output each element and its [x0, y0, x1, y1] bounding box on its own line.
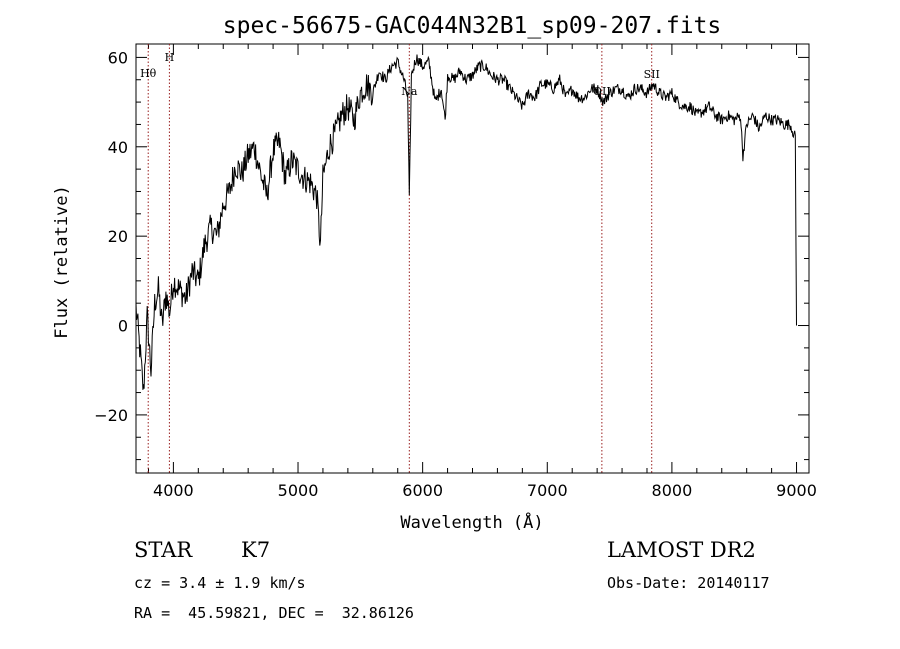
- y-tick-label: 0: [118, 317, 128, 336]
- line-marker-label: Na: [401, 85, 418, 98]
- y-tick-label: −20: [94, 406, 128, 425]
- y-axis-label: Flux (relative): [52, 185, 72, 339]
- x-tick-labels: 4000 5000 6000 7000 8000 9000: [153, 481, 817, 500]
- spectrum-line: [135, 54, 797, 390]
- x-axis-label: Wavelength (Å): [400, 511, 543, 533]
- survey-name: LAMOST DR2: [607, 538, 756, 562]
- chart-title: spec-56675-GAC044N32B1_sp09-207.fits: [223, 13, 722, 39]
- object-type: STAR: [134, 538, 193, 562]
- line-marker-label: H: [165, 51, 175, 64]
- plot-frame: [135, 43, 810, 474]
- line-marker-label: Hθ: [140, 67, 157, 80]
- y-tick-label: 40: [108, 138, 128, 157]
- y-tick-label: 20: [108, 227, 128, 246]
- x-tick-label: 7000: [527, 481, 568, 500]
- coordinates: RA = 45.59821, DEC = 32.86126: [134, 604, 414, 622]
- obs-date: Obs-Date: 20140117: [607, 574, 770, 592]
- redshift-cz: cz = 3.4 ± 1.9 km/s: [134, 574, 306, 592]
- subclass: K7: [241, 538, 271, 562]
- y-tick-labels: −20 0 20 40 60: [94, 48, 128, 425]
- x-tick-label: 9000: [776, 481, 817, 500]
- x-tick-label: 5000: [278, 481, 319, 500]
- x-tick-label: 6000: [402, 481, 443, 500]
- y-tick-label: 60: [108, 48, 128, 67]
- x-tick-label: 4000: [153, 481, 194, 500]
- line-marker-label: SII: [644, 68, 660, 81]
- x-tick-label: 8000: [652, 481, 693, 500]
- axis-ticks: [136, 44, 809, 473]
